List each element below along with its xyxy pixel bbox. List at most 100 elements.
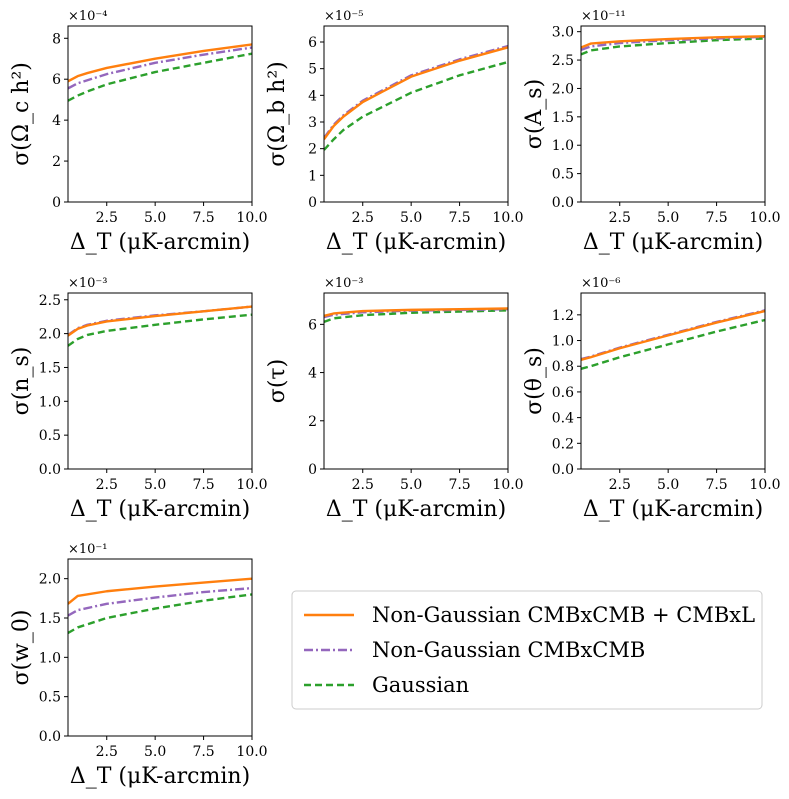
y-exponent-label: ×10⁻³	[68, 276, 108, 291]
y-tick-label: 0.6	[552, 385, 574, 401]
x-tick-label: 10.0	[492, 477, 523, 493]
x-axis-label: Δ_T (μK-arcmin)	[70, 230, 250, 255]
axes-frame	[323, 292, 509, 470]
legend-label: Gaussian	[372, 673, 469, 697]
x-tick-label: 2.5	[609, 477, 631, 493]
y-tick-label: 2.0	[552, 81, 574, 97]
series-line-non-gaussian-cmbxcmb-cmbxl	[324, 46, 508, 141]
x-axis-label: Δ_T (μK-arcmin)	[583, 497, 763, 522]
y-tick-label: 8	[52, 31, 61, 47]
y-tick-label: 0.8	[552, 359, 574, 375]
x-tick-label: 2.5	[609, 210, 631, 226]
y-tick-label: 2.0	[39, 327, 61, 343]
series-line-gaussian	[324, 309, 508, 324]
y-tick-label: 1.5	[39, 360, 61, 376]
legend-entry: Gaussian	[304, 673, 469, 697]
y-axis-label: σ(Ω_b h²)	[265, 61, 290, 167]
y-tick-label: 0.5	[552, 167, 574, 183]
y-axis-label: σ(Ω_c h²)	[9, 62, 34, 166]
y-exponent-label: ×10⁻¹¹	[581, 9, 626, 24]
y-exponent-label: ×10⁻¹	[68, 542, 108, 557]
y-tick-label: 6	[308, 317, 317, 333]
x-tick-label: 2.5	[96, 210, 118, 226]
x-tick-label: 2.5	[96, 477, 118, 493]
x-tick-label: 10.0	[236, 210, 267, 226]
subplot-7: 2.5 5.0 7.5 10.0 0.0 0.5 1.0 1.5 2.0 ×10⁻¹ Δ_T (μK…	[9, 542, 268, 789]
series-lines	[324, 307, 508, 324]
series-line-non-gaussian-cmbxcmb-cmbxl	[581, 35, 765, 49]
y-tick-label: 6	[52, 72, 61, 88]
y-tick-label: 0	[52, 195, 61, 211]
y-tick-label: 0.0	[39, 462, 61, 478]
legend-entry: Non-Gaussian CMBxCMB	[304, 638, 645, 662]
legend-label: Non-Gaussian CMBxCMB	[372, 638, 645, 662]
y-exponent-label: ×10⁻³	[324, 276, 364, 291]
y-tick-label: 2	[308, 414, 317, 430]
series-line-gaussian	[324, 60, 508, 151]
y-tick-label: 2	[308, 142, 317, 158]
y-tick-label: 6	[308, 35, 317, 51]
subplot-3: 2.5 5.0 7.5 10.0 0.0 0.5 1.0 1.5 2.0 2.5 3.0 ×10⁻¹¹…	[522, 9, 781, 255]
axes-frame	[323, 25, 509, 203]
y-axis-label: σ(w_0)	[9, 609, 34, 685]
y-tick-label: 3.0	[552, 25, 574, 41]
x-tick-label: 5.0	[144, 744, 166, 760]
series-line-non-gaussian-cmbxcmb-cmbxl	[68, 577, 252, 605]
axes-frame	[580, 25, 766, 203]
axes-frame	[67, 558, 253, 737]
x-tick-label: 7.5	[705, 477, 727, 493]
y-tick-label: 4	[52, 113, 61, 129]
x-tick-label: 7.5	[448, 477, 470, 493]
series-line-gaussian	[68, 593, 252, 634]
x-tick-label: 5.0	[144, 477, 166, 493]
series-line-gaussian	[581, 37, 765, 56]
x-tick-label: 7.5	[192, 477, 214, 493]
axes-frame	[67, 25, 253, 203]
x-tick-label: 7.5	[192, 210, 214, 226]
series-lines	[581, 35, 765, 56]
subplot-1: 2.5 5.0 7.5 10.0 0 2 4 6 8 ×10⁻⁴ Δ_T (μK-arcmin) σ(…	[9, 9, 268, 255]
series-line-non-gaussian-cmbxcmb	[68, 305, 252, 336]
y-tick-label: 0.4	[552, 411, 574, 427]
x-tick-label: 5.0	[400, 477, 422, 493]
x-axis-label: Δ_T (μK-arcmin)	[583, 230, 763, 255]
x-axis-label: Δ_T (μK-arcmin)	[70, 497, 250, 522]
y-tick-label: 1.5	[552, 110, 574, 126]
series-line-non-gaussian-cmbxcmb	[68, 46, 252, 90]
series-line-non-gaussian-cmbxcmb-cmbxl	[68, 305, 252, 337]
y-axis-label: σ(A_s)	[522, 79, 547, 149]
x-tick-label: 2.5	[352, 477, 374, 493]
x-tick-label: 10.0	[749, 210, 780, 226]
y-tick-label: 1.0	[39, 650, 61, 666]
x-tick-label: 2.5	[352, 210, 374, 226]
y-exponent-label: ×10⁻⁶	[581, 276, 621, 291]
series-line-non-gaussian-cmbxcmb-cmbxl	[324, 307, 508, 318]
series-line-gaussian	[68, 313, 252, 347]
y-tick-label: 0	[308, 195, 317, 211]
y-tick-label: 1.5	[39, 611, 61, 627]
x-tick-label: 10.0	[236, 477, 267, 493]
subplot-5: 2.5 5.0 7.5 10.0 0 2 4 6 ×10⁻³ Δ_T (μK-arcmin) σ(τ…	[265, 276, 524, 522]
x-tick-label: 7.5	[192, 744, 214, 760]
y-tick-label: 3	[308, 115, 317, 131]
series-lines	[68, 43, 252, 102]
series-lines	[68, 305, 252, 347]
axes-frame	[580, 292, 766, 470]
x-tick-label: 5.0	[144, 210, 166, 226]
x-tick-label: 5.0	[400, 210, 422, 226]
y-exponent-label: ×10⁻⁴	[68, 9, 108, 24]
x-axis-label: Δ_T (μK-arcmin)	[70, 764, 250, 789]
y-axis-label: σ(n_s)	[9, 347, 34, 416]
x-tick-label: 5.0	[657, 477, 679, 493]
y-tick-label: 4	[308, 366, 317, 382]
y-tick-label: 1.2	[552, 308, 574, 324]
y-tick-label: 0.2	[552, 436, 574, 452]
x-tick-label: 7.5	[448, 210, 470, 226]
y-tick-label: 1.0	[39, 394, 61, 410]
y-tick-label: 1	[308, 168, 317, 184]
x-tick-label: 10.0	[492, 210, 523, 226]
subplot-4: 2.5 5.0 7.5 10.0 0.0 0.5 1.0 1.5 2.0 2.5 ×10⁻³ Δ_T …	[9, 276, 268, 522]
y-tick-label: 1.0	[552, 138, 574, 154]
